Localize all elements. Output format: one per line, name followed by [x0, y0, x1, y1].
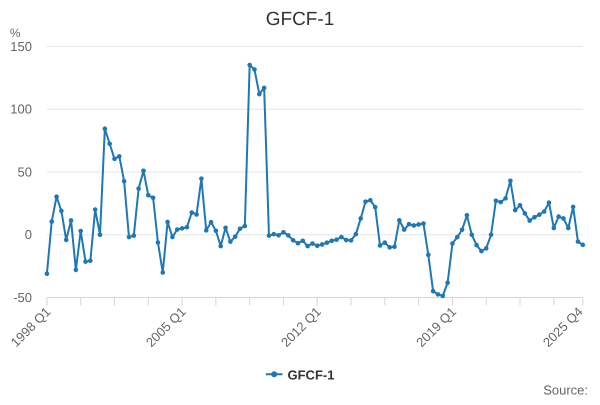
svg-text:%: %	[10, 26, 21, 40]
svg-text:150: 150	[10, 39, 32, 54]
svg-text:GFCF-1: GFCF-1	[266, 9, 335, 30]
svg-text:GFCF-1: GFCF-1	[288, 367, 335, 382]
svg-text:-50: -50	[13, 290, 32, 305]
svg-text:Source:: Source:	[543, 383, 588, 398]
svg-text:100: 100	[10, 102, 32, 117]
svg-text:50: 50	[18, 164, 32, 179]
svg-text:0: 0	[25, 227, 32, 242]
